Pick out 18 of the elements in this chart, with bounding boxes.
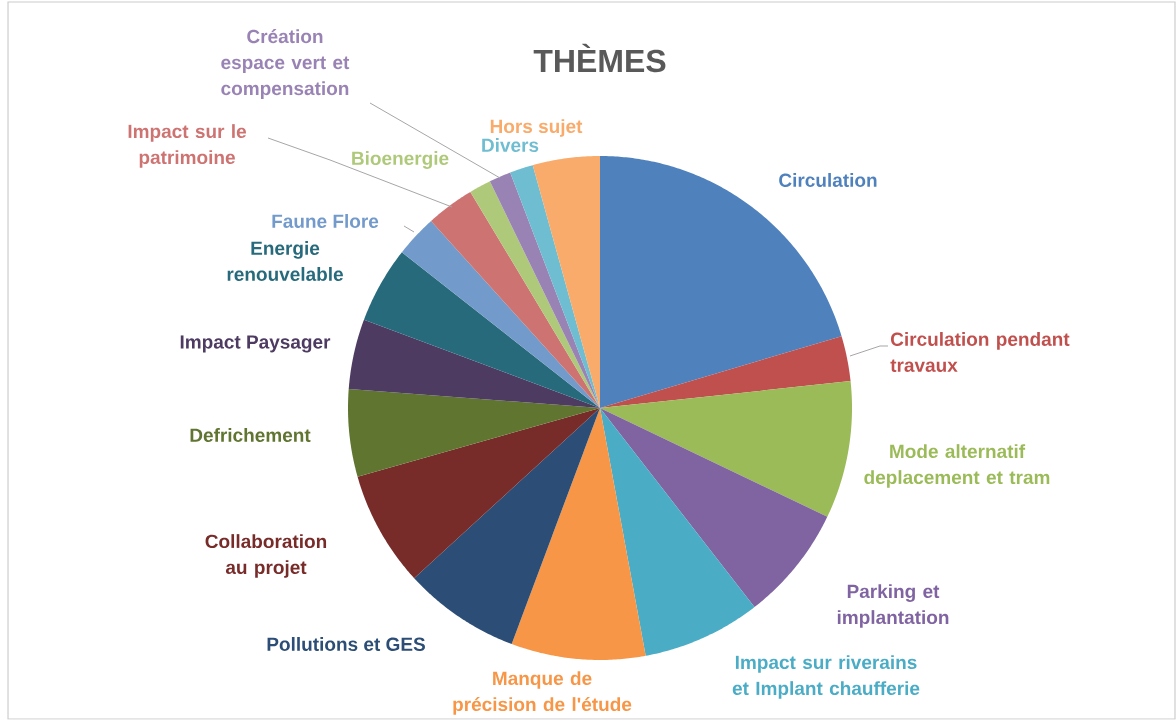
slice-label: Collaboration au projet [205,534,327,578]
slice-label: Divers [482,138,539,152]
slice-label: Bioenergie [352,151,449,169]
slice-label: Création espace vert et compensation [221,29,350,99]
slice-label: Impact sur le patrimoine [128,124,246,168]
slice-label: Faune Flore [272,214,379,228]
slice-label: Mode alternatif deplacement et tram [864,444,1050,488]
slice-label: Parking et implantation [837,584,949,628]
slice-label: Pollutions et GES [267,637,425,651]
slice-label: Manque de précision de l'étude [453,671,632,715]
slice-label: Energie renouvelable [227,241,343,281]
slice-label: Circulation pendant travaux [890,332,1070,372]
slice-label: Defrichement [190,428,311,442]
slice-label: Hors sujet [490,119,583,137]
slice-label: Circulation [779,173,877,187]
slice-label: Impact Paysager [180,335,331,353]
slice-label: Impact sur riverains et Implant chaufferie [732,655,920,699]
chart-title: THÈMES [533,43,666,73]
